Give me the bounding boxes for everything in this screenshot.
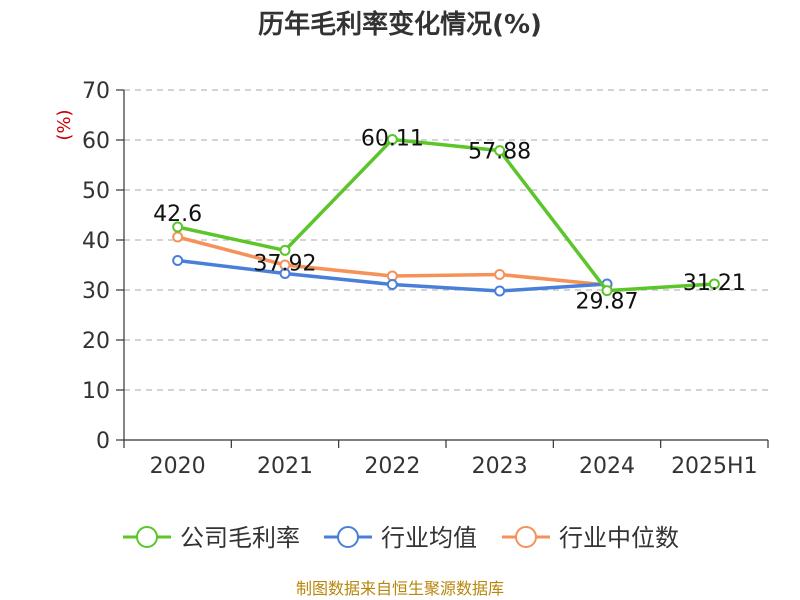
legend-marker-1 [337, 526, 359, 548]
data-label-2: 60.11 [361, 126, 424, 151]
data-point-0-0 [172, 221, 184, 233]
y-tick-label-30: 30 [82, 279, 110, 304]
source-note: 制图数据来自恒生聚源数据库 [296, 579, 504, 598]
legend-marker-2 [515, 526, 537, 548]
y-axis-label: (%) [54, 109, 75, 140]
x-tick-label-2024: 2024 [579, 454, 635, 479]
y-tick-label-20: 20 [82, 329, 110, 354]
data-point-1-0 [172, 255, 184, 266]
data-point-1-2 [386, 279, 398, 290]
data-point-2-0 [172, 231, 184, 243]
y-tick-label-0: 0 [96, 429, 110, 454]
axes: 0 10 20 30 40 50 60 70 2020 2021 2022 2023 2024 2025H… [82, 79, 769, 479]
data-point-2-3 [494, 269, 506, 280]
data-label-1: 37.92 [254, 251, 317, 276]
data-labels: 42.6 37.92 60.11 57.88 29.87 31.21 [153, 126, 746, 314]
legend: 公司毛利率 行业均值 行业中位数 [123, 524, 679, 552]
y-tick-label-10: 10 [82, 379, 110, 404]
data-point-0-1 [279, 244, 291, 256]
data-label-4: 29.87 [576, 290, 639, 315]
series-line-0 [177, 137, 715, 293]
data-point-1-3 [494, 285, 506, 297]
legend-marker-0 [136, 526, 158, 548]
data-label-5: 31.21 [683, 271, 746, 296]
y-tick-label-70: 70 [82, 79, 110, 104]
chart-title: 历年毛利率变化情况(%) [258, 9, 542, 40]
x-tick-label-2022: 2022 [364, 454, 420, 479]
grid [124, 89, 768, 391]
plot-area [172, 133, 720, 297]
legend-label-1: 行业均值 [381, 524, 477, 552]
legend-label-2: 行业中位数 [559, 524, 679, 552]
data-point-0-3 [494, 145, 506, 157]
x-tick-label-2023: 2023 [472, 454, 528, 479]
data-point-0-4 [601, 285, 613, 297]
legend-label-0: 公司毛利率 [180, 524, 300, 552]
y-tick-label-40: 40 [82, 229, 110, 254]
y-tick-label-50: 50 [82, 179, 110, 204]
data-point-1-1 [279, 268, 291, 279]
data-label-3: 57.88 [468, 140, 531, 165]
x-tick-label-2020: 2020 [150, 454, 206, 479]
data-point-0-5 [708, 278, 720, 290]
y-tick-label-60: 60 [82, 129, 110, 154]
x-tick-label-2025H1: 2025H1 [671, 454, 758, 479]
x-tick-label-2021: 2021 [257, 454, 313, 479]
data-label-0: 42.6 [153, 202, 202, 227]
data-point-0-2 [386, 133, 398, 145]
